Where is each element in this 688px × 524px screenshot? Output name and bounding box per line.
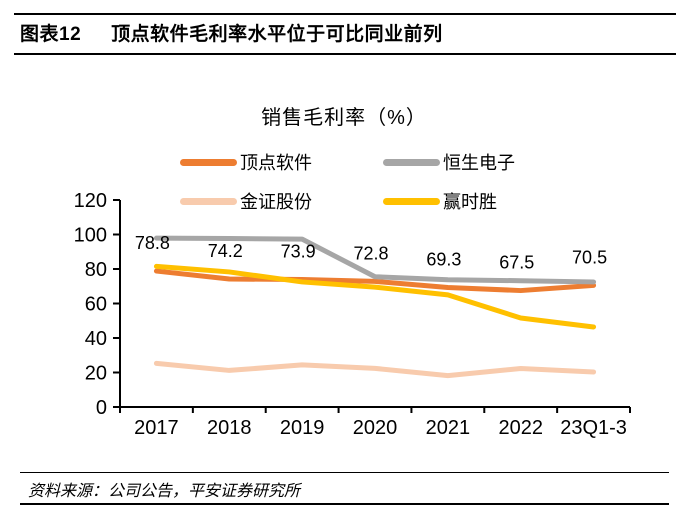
data-label: 72.8	[353, 243, 388, 263]
data-label: 74.2	[208, 241, 243, 261]
header-bottom-rule	[14, 53, 676, 55]
x-axis-tick-label: 23Q1-3	[560, 417, 627, 439]
legend-item-0: 顶点软件	[180, 149, 383, 175]
series-line-3	[153, 263, 597, 330]
y-axis-tick-label: 120	[74, 190, 107, 212]
x-axis-tick-label: 2018	[207, 417, 252, 439]
chart-title: 销售毛利率（%）	[261, 107, 427, 129]
legend-label: 顶点软件	[240, 153, 312, 173]
figure-header: 图表12 顶点软件毛利率水平位于可比同业前列	[20, 19, 443, 46]
y-axis-tick-label: 40	[85, 328, 107, 350]
data-label: 70.5	[572, 247, 607, 267]
legend-item-1: 恒生电子	[383, 149, 515, 175]
figure-label: 图表12	[20, 24, 82, 45]
series-line-0	[153, 268, 597, 294]
legend-swatch-icon	[383, 158, 440, 166]
x-axis-tick-label: 2021	[426, 417, 471, 439]
source-note: 资料来源：公司公告，平安证券研究所	[28, 483, 301, 500]
data-label: 69.3	[426, 249, 461, 269]
data-label: 78.8	[135, 233, 170, 253]
x-axis-tick-label: 2022	[498, 417, 543, 439]
x-axis-tick-label: 2019	[280, 417, 325, 439]
legend-label: 金证股份	[240, 192, 312, 212]
series-line-2	[153, 360, 597, 379]
legend-label: 恒生电子	[443, 153, 515, 173]
footer-top-rule	[20, 472, 669, 473]
y-axis-tick-label: 60	[85, 294, 107, 316]
x-axis-tick-label: 2017	[134, 417, 179, 439]
legend-item-2: 金证股份	[180, 188, 383, 214]
y-axis-tick-label: 20	[85, 363, 107, 385]
chart-legend: 顶点软件 恒生电子金证股份 赢时胜	[180, 149, 515, 214]
data-label: 67.5	[499, 253, 534, 273]
legend-swatch-icon	[180, 158, 237, 166]
legend-label: 赢时胜	[443, 192, 497, 212]
line-chart-plot: 0 20 40 60 80 100 120 2017 2018 2019 2020 2021 2022 2…	[74, 190, 631, 439]
y-axis-tick-label: 0	[96, 397, 107, 419]
legend-item-3: 赢时胜	[383, 188, 515, 214]
y-axis-tick-label: 100	[74, 225, 107, 247]
figure-title: 顶点软件毛利率水平位于可比同业前列	[111, 24, 443, 45]
footer-bottom-rule	[20, 503, 669, 505]
x-axis-tick-label: 2020	[353, 417, 398, 439]
legend-swatch-icon	[180, 197, 237, 205]
data-label: 73.9	[281, 242, 316, 262]
series-line-1	[153, 235, 597, 285]
y-axis-tick-label: 80	[85, 259, 107, 281]
legend-swatch-icon	[383, 197, 440, 205]
header-top-rule	[14, 13, 676, 15]
